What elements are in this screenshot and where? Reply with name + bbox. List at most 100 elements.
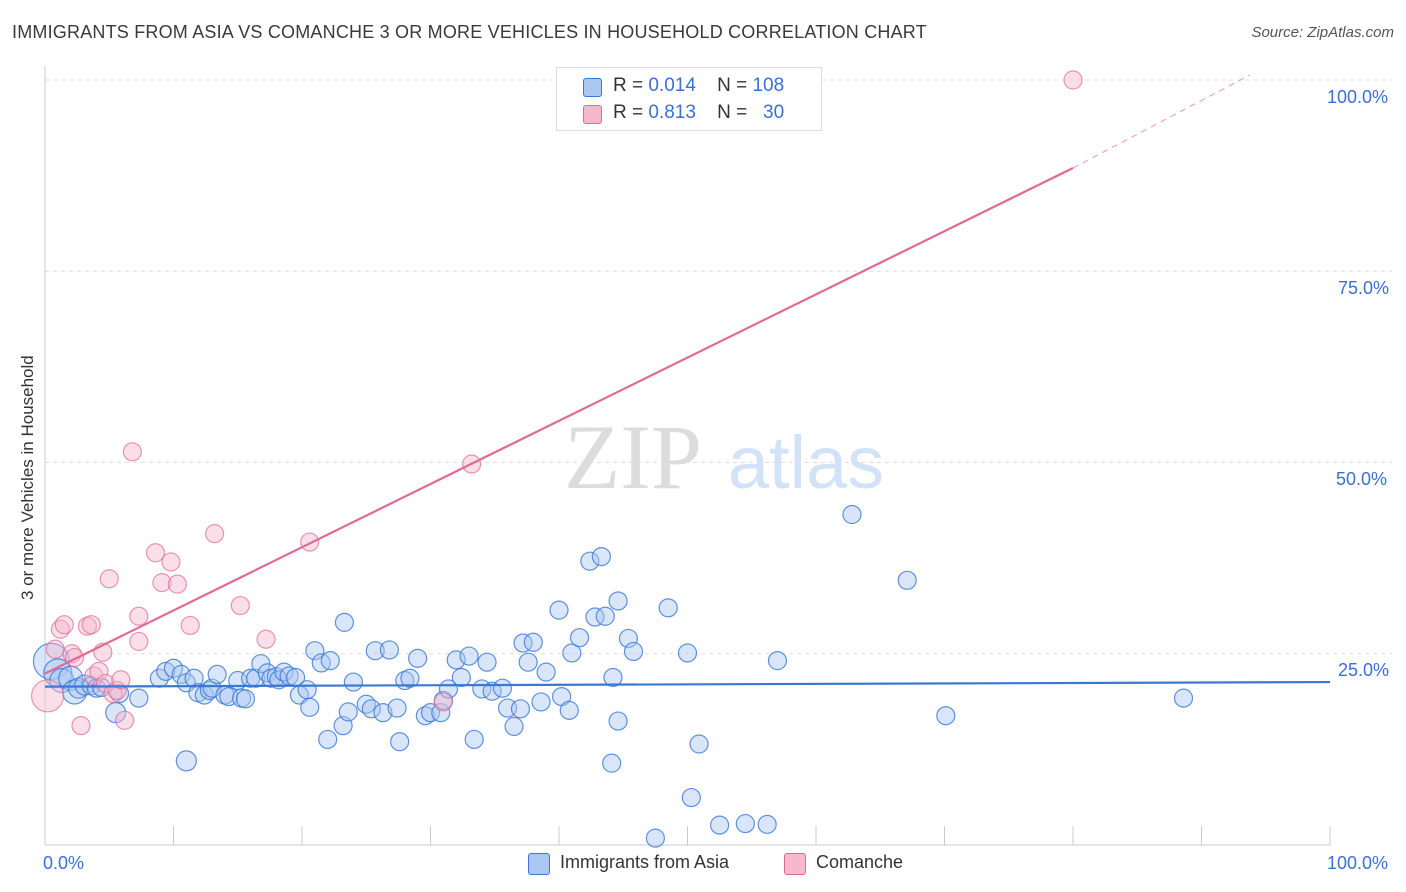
data-point-asia-77 <box>513 633 533 653</box>
data-point-comanche-24 <box>167 574 187 594</box>
legend-r-label: R = <box>613 102 644 123</box>
data-point-asia-101 <box>689 734 709 754</box>
data-point-comanche-10 <box>89 661 109 681</box>
data-point-asia-90 <box>595 606 615 626</box>
data-point-asia-31 <box>246 668 266 688</box>
data-point-asia-106 <box>842 504 862 525</box>
legend-r-label: R = <box>613 75 644 96</box>
data-point-asia-24 <box>207 664 227 685</box>
data-point-asia-41 <box>297 680 317 700</box>
data-point-asia-88 <box>585 607 605 627</box>
data-point-comanche-28 <box>256 629 276 649</box>
data-point-asia-12 <box>129 688 149 708</box>
data-point-asia-62 <box>420 703 441 723</box>
data-point-comanche-27 <box>230 595 250 616</box>
series-comanche <box>30 70 1083 736</box>
data-point-asia-102 <box>710 815 730 835</box>
data-point-asia-67 <box>451 667 471 688</box>
data-point-asia-19 <box>175 750 197 772</box>
legend-r-value: 0.813 <box>648 102 696 123</box>
data-point-comanche-30 <box>433 692 453 712</box>
data-point-asia-91 <box>608 591 628 611</box>
watermark-zip: ZIP <box>564 406 702 508</box>
data-point-asia-96 <box>623 641 644 662</box>
data-point-asia-99 <box>677 643 698 663</box>
data-point-asia-49 <box>338 702 358 722</box>
legend-swatch-blue <box>583 78 602 97</box>
watermark: ZIP atlas <box>564 406 884 508</box>
data-point-asia-98 <box>658 598 678 618</box>
data-point-asia-45 <box>320 651 340 671</box>
bottom-legend-swatch-blue <box>528 853 550 875</box>
y-tick-label-25: 25.0% <box>1338 660 1390 680</box>
data-point-asia-60 <box>408 648 428 668</box>
trend-line-asia <box>44 680 1331 688</box>
data-point-asia-37 <box>274 662 294 682</box>
series-immigrants-from-asia <box>32 504 1194 848</box>
data-point-comanche-13 <box>99 569 119 589</box>
grid-lines <box>45 79 1392 655</box>
data-point-asia-81 <box>536 662 556 682</box>
data-point-asia-87 <box>580 551 600 571</box>
data-point-asia-68 <box>459 646 479 666</box>
data-point-comanche-20 <box>129 606 149 626</box>
data-point-comanche-3 <box>54 615 74 635</box>
data-point-comanche-19 <box>129 631 149 652</box>
trend-line-comanche-extension <box>1072 74 1251 169</box>
data-point-asia-94 <box>602 753 622 773</box>
x-tick-label-0: 0.0% <box>43 853 85 873</box>
y-tick-label-100: 100.0% <box>1327 87 1389 107</box>
data-point-asia-100 <box>681 787 701 808</box>
data-point-asia-61 <box>415 706 435 726</box>
data-point-asia-103 <box>735 813 755 834</box>
data-point-asia-71 <box>477 652 497 672</box>
source-label: Source: ZipAtlas.com <box>1251 24 1394 41</box>
legend-n-label: N = <box>717 75 748 96</box>
data-point-asia-14 <box>156 661 176 681</box>
data-point-asia-29 <box>235 689 256 709</box>
x-tick-label-100: 100.0% <box>1327 853 1389 873</box>
data-point-asia-46 <box>318 729 338 750</box>
trend-lines <box>44 74 1331 688</box>
data-point-asia-89 <box>591 546 612 567</box>
data-point-comanche-16 <box>111 670 131 690</box>
data-point-comanche-21 <box>145 543 166 563</box>
data-point-asia-104 <box>757 814 777 834</box>
data-point-asia-108 <box>936 706 956 726</box>
legend-r-value: 0.014 <box>648 75 696 96</box>
watermark-atlas: atlas <box>728 421 884 504</box>
chart-title: IMMIGRANTS FROM ASIA VS COMANCHE 3 OR MO… <box>12 22 927 42</box>
data-point-asia-79 <box>523 632 543 652</box>
data-point-comanche-25 <box>180 615 200 636</box>
data-point-comanche-32 <box>1063 70 1083 90</box>
data-point-comanche-23 <box>161 552 181 572</box>
data-point-asia-18 <box>184 668 204 688</box>
data-point-asia-66 <box>446 650 466 670</box>
legend-swatch-pink <box>583 105 602 124</box>
data-point-asia-93 <box>608 711 628 731</box>
bottom-legend-label-comanche: Comanche <box>816 852 904 872</box>
data-point-asia-92 <box>603 667 623 688</box>
data-point-comanche-1 <box>45 639 65 659</box>
data-point-asia-57 <box>390 732 410 752</box>
data-point-comanche-6 <box>71 716 91 736</box>
data-point-asia-15 <box>163 658 184 678</box>
data-point-comanche-0 <box>30 679 65 713</box>
axes <box>44 66 1331 846</box>
data-point-asia-52 <box>361 699 381 719</box>
data-point-asia-56 <box>387 698 407 718</box>
data-point-asia-42 <box>300 697 320 717</box>
data-point-comanche-17 <box>115 710 135 730</box>
data-point-asia-75 <box>504 716 524 737</box>
data-point-comanche-22 <box>152 573 172 593</box>
data-point-asia-107 <box>897 570 917 590</box>
data-point-comanche-29 <box>300 532 320 552</box>
data-point-comanche-12 <box>95 673 115 694</box>
legend-n-value: 108 <box>752 75 785 96</box>
data-point-asia-78 <box>518 652 538 672</box>
bottom-legend-swatch-pink <box>784 853 806 875</box>
data-point-asia-54 <box>373 703 393 723</box>
legend-n-value: 30 <box>763 102 785 123</box>
y-tick-label-75: 75.0% <box>1338 278 1390 298</box>
